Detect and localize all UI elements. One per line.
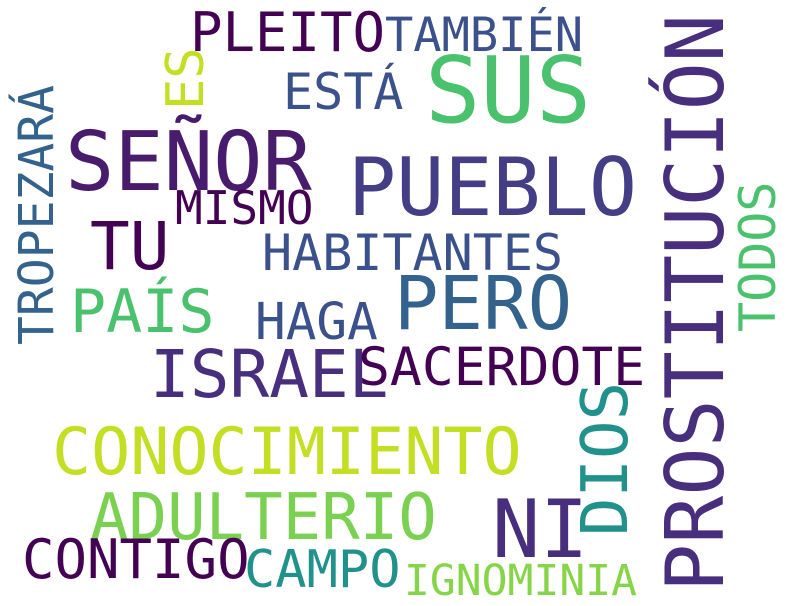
word-mismo: MISMO (175, 181, 314, 235)
word-tropezara: TROPEZARÁ (9, 84, 65, 345)
word-israel: ISRAEL (150, 336, 389, 413)
word-tambien: TAMBIÉN (385, 8, 584, 63)
word-contigo: CONTIGO (22, 528, 250, 591)
word-senor: SEÑOR (65, 115, 312, 210)
word-conocimiento: CONOCIMIENTO (52, 415, 522, 490)
word-sacerdote: SACERDOTE (358, 337, 646, 398)
word-haga: HAGA (255, 293, 378, 352)
word-ignominia: IGNOMINIA (404, 556, 637, 606)
word-pueblo: PUEBLO (348, 141, 637, 234)
word-pero: PERO (394, 261, 573, 347)
word-todos: TODOS (729, 181, 787, 332)
word-tu: TU (90, 208, 170, 285)
word-sus: SUS (425, 37, 592, 144)
word-habitantes: HABITANTES (262, 224, 564, 282)
word-adulterio: ADULTERIO (90, 481, 437, 555)
word-campo: CAMPO (244, 540, 401, 600)
word-pleito: PLEITO (190, 1, 386, 64)
word-ni: NI (492, 483, 589, 576)
word-prostitucion: PROSTITUCIÓN (649, 14, 742, 592)
word-pais: PAÍS (70, 277, 215, 347)
word-es: ES (156, 47, 216, 110)
word-esta: ESTÁ (283, 63, 404, 121)
